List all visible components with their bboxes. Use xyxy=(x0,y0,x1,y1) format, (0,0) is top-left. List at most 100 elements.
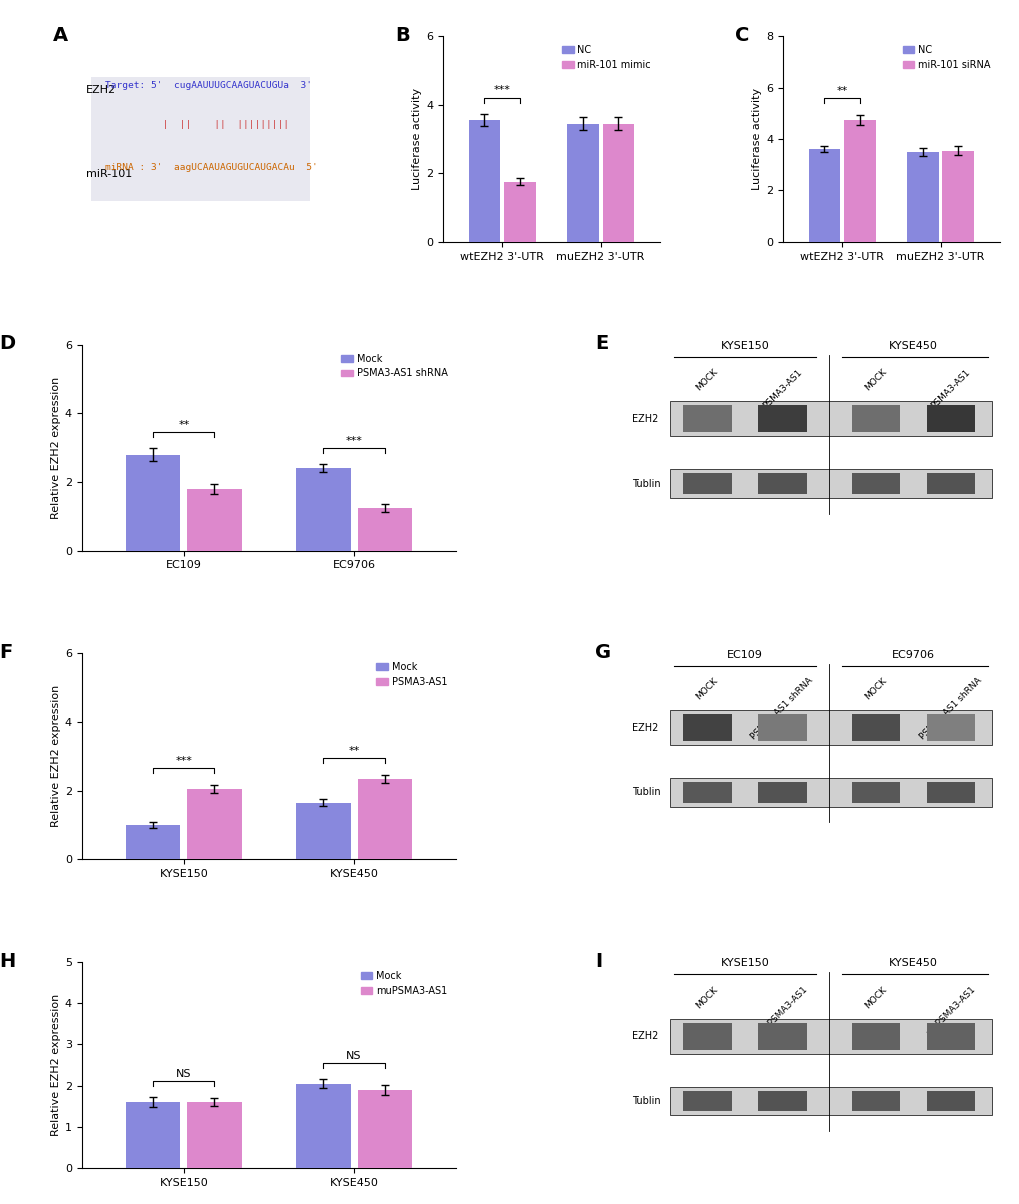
Text: MOCK: MOCK xyxy=(694,985,719,1010)
Text: EZH2: EZH2 xyxy=(632,414,658,424)
FancyBboxPatch shape xyxy=(757,714,806,740)
Text: MOCK: MOCK xyxy=(694,367,719,393)
Y-axis label: Luciferase activity: Luciferase activity xyxy=(751,88,761,190)
Bar xyxy=(296,468,351,550)
Text: MOCK: MOCK xyxy=(862,985,888,1010)
Text: Target: 5'  cugAAUUUGCAAGUACUGUa  3': Target: 5' cugAAUUUGCAAGUACUGUa 3' xyxy=(105,81,312,90)
Bar xyxy=(187,1102,242,1168)
FancyBboxPatch shape xyxy=(925,714,974,740)
FancyBboxPatch shape xyxy=(683,1091,731,1111)
Text: EZH2: EZH2 xyxy=(87,84,116,95)
FancyBboxPatch shape xyxy=(757,473,806,494)
FancyBboxPatch shape xyxy=(669,1086,991,1115)
Bar xyxy=(808,149,840,242)
FancyBboxPatch shape xyxy=(925,783,974,803)
Text: **: ** xyxy=(348,746,360,756)
FancyBboxPatch shape xyxy=(757,1091,806,1111)
Text: NS: NS xyxy=(346,1051,362,1061)
Text: muPSMA3-AS1: muPSMA3-AS1 xyxy=(755,985,808,1038)
FancyBboxPatch shape xyxy=(851,1023,900,1050)
Text: muPSMA3-AS1: muPSMA3-AS1 xyxy=(923,985,976,1038)
Bar xyxy=(296,1084,351,1168)
Bar xyxy=(125,825,180,860)
FancyBboxPatch shape xyxy=(757,406,806,432)
Legend: Mock, PSMA3-AS1: Mock, PSMA3-AS1 xyxy=(372,659,451,691)
Text: H: H xyxy=(0,952,15,970)
FancyBboxPatch shape xyxy=(757,1023,806,1050)
Text: MOCK: MOCK xyxy=(862,367,888,393)
Text: miR-101: miR-101 xyxy=(87,169,132,179)
FancyBboxPatch shape xyxy=(851,1091,900,1111)
FancyBboxPatch shape xyxy=(925,406,974,432)
FancyBboxPatch shape xyxy=(683,783,731,803)
Text: ***: *** xyxy=(345,436,362,445)
FancyBboxPatch shape xyxy=(925,1023,974,1050)
Legend: Mock, muPSMA3-AS1: Mock, muPSMA3-AS1 xyxy=(357,967,451,999)
FancyBboxPatch shape xyxy=(851,783,900,803)
FancyBboxPatch shape xyxy=(669,401,991,436)
Text: I: I xyxy=(594,952,601,970)
Text: NS: NS xyxy=(176,1069,192,1079)
Legend: Mock, PSMA3-AS1 shRNA: Mock, PSMA3-AS1 shRNA xyxy=(337,349,451,383)
Bar xyxy=(602,124,634,242)
Text: Tublin: Tublin xyxy=(632,1096,660,1106)
Legend: NC, miR-101 mimic: NC, miR-101 mimic xyxy=(557,41,654,73)
Bar xyxy=(187,489,242,550)
Text: G: G xyxy=(594,643,610,662)
Bar xyxy=(906,152,937,242)
Text: F: F xyxy=(0,643,12,662)
Y-axis label: Relative EZH2 expression: Relative EZH2 expression xyxy=(51,993,60,1137)
Text: ***: *** xyxy=(175,756,192,766)
FancyBboxPatch shape xyxy=(851,714,900,740)
Bar xyxy=(358,779,412,860)
Text: MOCK: MOCK xyxy=(862,677,888,702)
Text: **: ** xyxy=(178,420,190,430)
Bar xyxy=(125,1102,180,1168)
FancyBboxPatch shape xyxy=(925,473,974,494)
FancyBboxPatch shape xyxy=(851,406,900,432)
FancyBboxPatch shape xyxy=(683,1023,731,1050)
Bar xyxy=(358,1090,412,1168)
FancyBboxPatch shape xyxy=(683,473,731,494)
Text: **: ** xyxy=(836,85,847,96)
FancyBboxPatch shape xyxy=(669,1019,991,1054)
Bar xyxy=(296,803,351,860)
Text: PSMA3-AS1 shRNA: PSMA3-AS1 shRNA xyxy=(749,677,814,742)
Text: miRNA : 3'  aagUCAAUAGUGUCAUGACAu  5': miRNA : 3' aagUCAAUAGUGUCAUGACAu 5' xyxy=(105,164,318,172)
FancyBboxPatch shape xyxy=(757,783,806,803)
Text: PSMA3-AS1: PSMA3-AS1 xyxy=(928,367,971,411)
Text: EZH2: EZH2 xyxy=(632,1031,658,1041)
Text: KYSE150: KYSE150 xyxy=(719,341,768,350)
Bar xyxy=(503,182,535,242)
Bar xyxy=(125,455,180,550)
Text: PSMA3-AS1 shRNA: PSMA3-AS1 shRNA xyxy=(917,677,982,742)
FancyBboxPatch shape xyxy=(683,406,731,432)
FancyBboxPatch shape xyxy=(669,778,991,807)
Bar xyxy=(843,119,874,242)
Legend: NC, miR-101 siRNA: NC, miR-101 siRNA xyxy=(898,41,994,73)
FancyBboxPatch shape xyxy=(91,77,310,201)
FancyBboxPatch shape xyxy=(669,470,991,498)
Text: ***: *** xyxy=(493,85,511,95)
Text: EC109: EC109 xyxy=(727,650,762,660)
Bar xyxy=(469,120,499,242)
Text: KYSE450: KYSE450 xyxy=(889,958,936,968)
Text: D: D xyxy=(0,335,15,354)
FancyBboxPatch shape xyxy=(851,473,900,494)
Text: C: C xyxy=(735,25,749,45)
Text: EC9706: EC9706 xyxy=(891,650,934,660)
Bar xyxy=(187,789,242,860)
Y-axis label: Luciferase activity: Luciferase activity xyxy=(412,88,422,190)
Bar xyxy=(567,124,598,242)
Text: B: B xyxy=(395,25,410,45)
Text: MOCK: MOCK xyxy=(694,677,719,702)
Text: Tublin: Tublin xyxy=(632,787,660,797)
FancyBboxPatch shape xyxy=(669,710,991,745)
Text: KYSE450: KYSE450 xyxy=(889,341,936,350)
Bar xyxy=(942,150,973,242)
Text: KYSE150: KYSE150 xyxy=(719,958,768,968)
Text: |  ||    ||  |||||||||: | || || ||||||||| xyxy=(105,120,289,129)
Text: A: A xyxy=(53,25,68,45)
Text: Tublin: Tublin xyxy=(632,479,660,489)
Y-axis label: Relative EZH2 expression: Relative EZH2 expression xyxy=(51,377,60,519)
